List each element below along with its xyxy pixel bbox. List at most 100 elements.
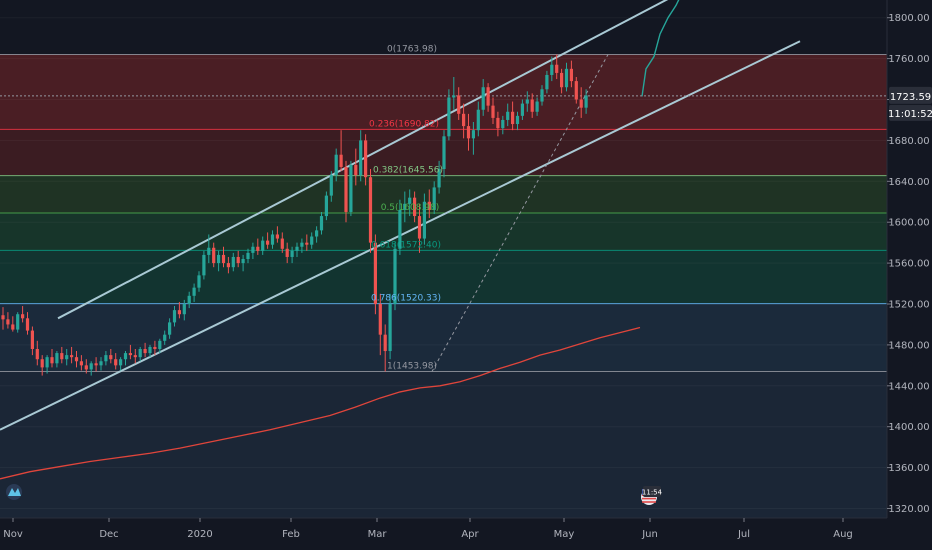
fib-trend-line[interactable]	[431, 54, 609, 372]
candle-body	[545, 74, 549, 90]
price-tick-label: 1520.00	[888, 300, 929, 311]
time-tick-label: Apr	[461, 529, 479, 540]
candle-body	[329, 175, 333, 196]
candle-body	[236, 256, 240, 264]
time-tick-label: Mar	[368, 529, 388, 540]
time-axis-background	[0, 518, 932, 550]
candle-body	[447, 97, 451, 137]
candle-body	[398, 209, 402, 249]
candlesticks	[1, 54, 588, 376]
candle-body	[319, 216, 324, 231]
candle-body	[177, 310, 181, 315]
price-tick-label: 1360.00	[888, 463, 929, 474]
candle-body	[270, 234, 275, 245]
moving-average-line	[0, 326, 641, 480]
candle-body	[417, 216, 422, 239]
candle-body	[315, 230, 319, 237]
time-tick-label: May	[554, 529, 575, 540]
time-tick-label: Nov	[3, 529, 23, 540]
fib-labels: 0(1763.98) 0.236(1690.82) 0.382(1645.56) 0.…	[369, 45, 443, 372]
candle-body	[192, 287, 196, 296]
fib-band	[0, 175, 887, 214]
price-tick-label: 1480.00	[888, 340, 929, 351]
candle-body	[520, 103, 524, 116]
candle-body	[354, 164, 358, 176]
candle-body	[55, 353, 59, 364]
fib-band	[0, 213, 887, 251]
price-tick-label: 1320.00	[888, 504, 929, 515]
time-tick-label: Aug	[833, 529, 853, 540]
candle-body	[555, 64, 559, 73]
price-tick-label: 1800.00	[888, 13, 929, 24]
fib-level-label: 1(1453.98)	[387, 362, 437, 372]
candle-body	[339, 154, 343, 167]
candle-body	[564, 68, 569, 88]
candle-body	[261, 240, 265, 251]
mountain-icon	[8, 488, 21, 496]
candle-body	[569, 68, 573, 82]
fib-bands	[0, 54, 887, 518]
channel-upper-line[interactable]	[57, 0, 683, 320]
candle-body	[471, 130, 475, 139]
candle-body	[256, 246, 260, 251]
candle-body	[89, 363, 93, 370]
candle-body	[246, 252, 250, 260]
candle-body	[373, 242, 377, 304]
fib-level-label: 0.786(1520.33)	[371, 294, 441, 304]
candle-body	[70, 355, 74, 358]
candle-body	[182, 304, 186, 315]
fib-level-label: 0.236(1690.82)	[369, 119, 439, 129]
candle-body	[584, 95, 588, 108]
fib-level-label: 0.5(1608.98)	[381, 203, 440, 213]
candle-body	[334, 154, 338, 176]
candle-body	[378, 304, 382, 335]
fib-band	[0, 303, 887, 372]
candle-body	[324, 195, 328, 217]
candle-body	[65, 355, 69, 360]
candle-body	[231, 256, 235, 268]
time-axis[interactable]: Nov Dec 2020 Feb Mar Apr May Jun Jul Aug	[0, 517, 932, 550]
candle-body	[466, 126, 471, 139]
candle-body	[432, 187, 436, 210]
price-axis[interactable]: 1320.00 1360.00 1400.00 1440.00 1480.00 1520.…	[886, 0, 932, 550]
price-tick-label: 1440.00	[888, 381, 929, 392]
flag-stripe	[642, 501, 656, 503]
candle-body	[300, 242, 304, 247]
candle-body	[285, 248, 289, 257]
candle-body	[143, 348, 147, 354]
fib-band	[0, 54, 887, 130]
candle-body	[221, 254, 226, 264]
candle-body	[114, 359, 118, 366]
fib-level-label: 0.618(1572.40)	[371, 240, 441, 250]
candle-body	[476, 109, 480, 131]
price-tick-label: 1400.00	[888, 422, 929, 433]
current-price-label: 1723.59	[890, 92, 931, 103]
fib-band	[0, 250, 887, 304]
candle-body	[138, 348, 142, 358]
candle-body	[305, 242, 309, 245]
countdown-label: 11:01:52	[888, 109, 932, 120]
candle-body	[393, 248, 397, 304]
candle-body	[408, 197, 412, 204]
candle-body	[119, 359, 123, 366]
candle-body	[163, 334, 167, 341]
fib-level-label: 0.382(1645.56)	[373, 166, 443, 176]
candle-body	[457, 95, 461, 114]
candle-body	[579, 99, 583, 108]
candle-body	[388, 304, 392, 352]
candle-body	[207, 247, 211, 255]
candle-body	[359, 140, 363, 176]
candle-body	[35, 348, 39, 360]
candle-body	[202, 254, 206, 276]
candle-body	[427, 201, 431, 210]
candle-body	[158, 340, 162, 349]
fib-level-label: 0(1763.98)	[387, 45, 437, 55]
candle-body	[295, 246, 299, 251]
candle-body	[535, 101, 539, 112]
candle-body	[94, 363, 98, 366]
candle-body	[84, 365, 88, 370]
projection-path[interactable]	[641, 0, 683, 97]
time-tick-label: Jun	[641, 529, 658, 540]
